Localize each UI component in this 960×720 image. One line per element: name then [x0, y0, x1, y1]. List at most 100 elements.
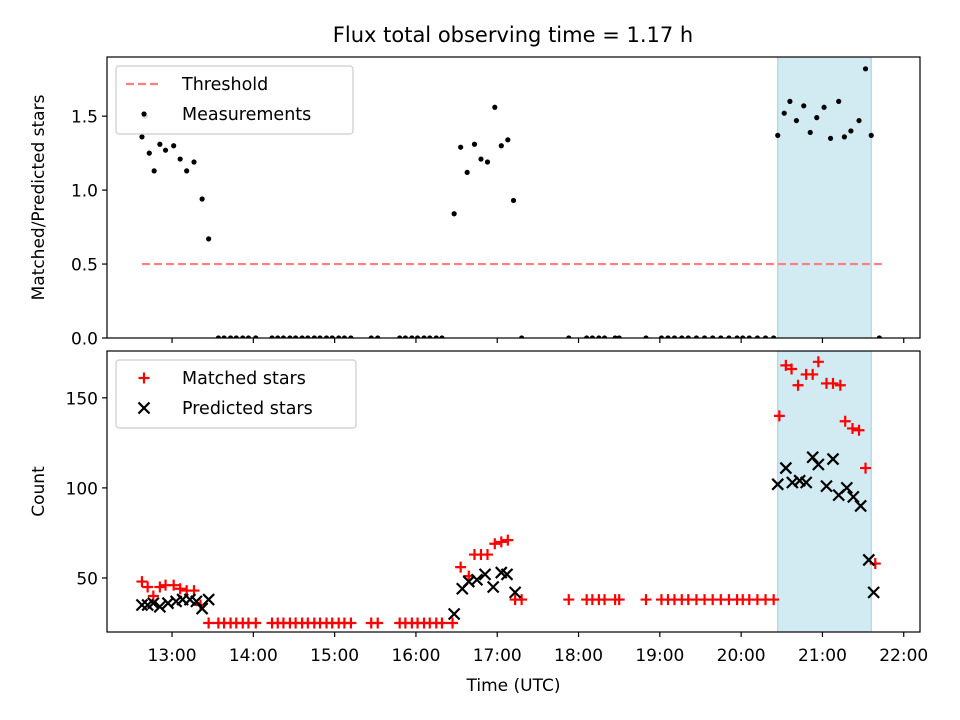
matched-star-point [516, 594, 528, 606]
predicted-star-point [195, 602, 209, 615]
measurement-point [566, 335, 572, 338]
matched-star-point [807, 368, 819, 380]
measurement-point [589, 335, 595, 338]
measurement-point [584, 335, 590, 338]
panel2-x-tick-label: 18:00 [554, 646, 603, 666]
panel2-x-tick-label: 15:00 [310, 646, 359, 666]
legend-measurement-key [141, 111, 147, 117]
predicted-star-point [786, 476, 799, 489]
panel2-x-tick-label: 21:00 [798, 646, 847, 666]
measurement-point [206, 236, 212, 242]
measurement-point [162, 147, 169, 153]
predicted-star-point [447, 607, 461, 621]
measurement-point [801, 103, 807, 109]
panel2-x-tick-label: 14:00 [229, 646, 278, 666]
panel2-y-tick-label: 50 [76, 569, 98, 589]
predicted-star-point [147, 596, 160, 610]
measurement-point [311, 335, 317, 338]
panel1-highlight-band [777, 56, 872, 339]
measurement-point [146, 150, 152, 156]
measurement-point [287, 335, 293, 338]
matched-star-point [495, 536, 507, 548]
matched-star-point [853, 424, 865, 436]
panel2-x-tick-label: 13:00 [148, 646, 197, 666]
measurement-point [740, 335, 746, 338]
measurement-point [323, 335, 330, 338]
matched-star-point [250, 617, 262, 629]
measurement-point [439, 335, 445, 338]
matched-star-point [773, 410, 785, 422]
measurement-point [841, 134, 847, 140]
measurement-point [329, 335, 335, 338]
panel1-data-layer [139, 66, 882, 338]
matched-star-point [768, 594, 780, 606]
measurement-point [151, 168, 157, 174]
measurement-point [754, 335, 760, 338]
measurement-point [616, 335, 622, 338]
measurement-point [848, 128, 854, 134]
measurement-point [317, 335, 323, 338]
measurement-point [414, 335, 421, 338]
chart-title: Flux total observing time = 1.17 h [333, 23, 693, 47]
matched-star-point [786, 363, 798, 375]
measurement-point [612, 335, 618, 338]
measurement-point [596, 335, 602, 338]
matched-star-point [792, 379, 804, 391]
predicted-star-point [771, 478, 785, 491]
measurement-point [665, 335, 671, 338]
measurement-point [433, 335, 439, 338]
measurement-point [862, 66, 869, 72]
predicted-star-point [508, 586, 522, 599]
measurement-point [293, 335, 299, 338]
matched-star-point [563, 594, 575, 606]
legend-matched-key [138, 372, 150, 384]
matched-star-point [436, 617, 448, 629]
measurement-point [787, 98, 793, 104]
measurement-point [409, 335, 415, 338]
measurement-point [305, 335, 311, 338]
panel2-data-layer [135, 356, 881, 629]
measurement-point [427, 335, 433, 338]
panel2-y-tick-label: 100 [66, 479, 98, 499]
measurement-point [478, 156, 484, 162]
panel1-y-tick-label: 0.0 [71, 330, 98, 350]
measurement-point [458, 144, 464, 150]
matched-star-point [147, 590, 159, 602]
panel1-y-axis-label: Matched/Predicted stars [29, 94, 49, 300]
matched-star-point [812, 356, 824, 368]
matched-star-point [640, 594, 652, 606]
matched-star-point [481, 549, 493, 561]
measurement-point [734, 335, 740, 338]
measurement-point [402, 335, 408, 338]
matched-star-point [780, 359, 792, 371]
measurement-point [269, 335, 275, 338]
measurement-point [191, 159, 197, 165]
matched-star-point [847, 422, 859, 434]
panel2-axes-frame [106, 350, 921, 633]
matched-star-point [372, 617, 384, 629]
predicted-star-point [820, 479, 833, 493]
matched-star-point [860, 462, 872, 474]
matched-star-point [174, 583, 186, 595]
panel2-legend-label: Predicted stars [182, 399, 313, 419]
predicted-star-point [854, 499, 867, 513]
measurement-point [781, 110, 787, 116]
measurement-point [240, 335, 246, 338]
measurement-point [807, 129, 813, 136]
x-axis-label: Time (UTC) [466, 676, 561, 696]
measurement-point [199, 196, 205, 202]
measurement-point [601, 335, 608, 338]
measurement-point [827, 135, 834, 141]
matched-star-point [502, 534, 514, 546]
predicted-star-point [867, 586, 880, 599]
measurement-point [245, 335, 252, 338]
measurement-point [221, 335, 227, 338]
measurement-point [233, 335, 239, 338]
predicted-star-point [779, 461, 793, 475]
measurement-point [519, 335, 525, 338]
measurement-point [498, 143, 504, 149]
measurement-point [397, 335, 403, 338]
matched-star-point [203, 617, 215, 629]
panel2-y-tick-label: 150 [66, 389, 98, 409]
